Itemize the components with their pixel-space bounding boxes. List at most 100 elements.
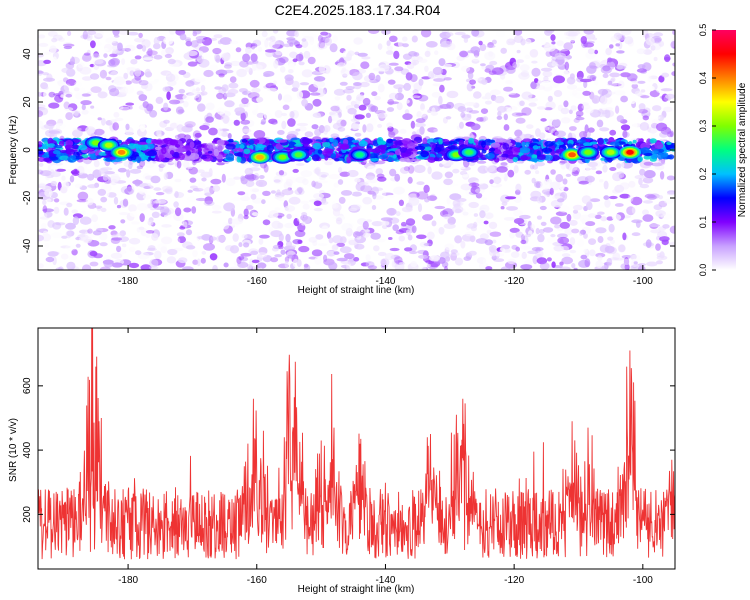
spectrogram-cell — [459, 121, 464, 129]
spectrogram-cell — [273, 60, 279, 69]
spectrogram-cell — [258, 247, 268, 255]
spectrogram-cell — [405, 218, 416, 226]
spectrogram-cell — [287, 254, 294, 259]
spectrogram-cell — [642, 209, 649, 216]
spectrogram-cell — [160, 161, 167, 168]
spectrogram-cell — [480, 63, 486, 67]
spectrogram-cell — [301, 38, 307, 42]
spectrogram-cell — [655, 85, 667, 94]
spectrogram-cell — [639, 122, 650, 131]
spectrogram-cell — [386, 122, 393, 128]
spectrogram-cell — [258, 181, 264, 186]
spectrogram-cell — [425, 172, 431, 177]
spectrogram-cell — [128, 262, 140, 269]
spectrogram-cell — [473, 91, 482, 99]
spectrogram-cell — [167, 58, 176, 65]
spectrogram-cell — [308, 236, 318, 243]
spectrogram-cell — [197, 182, 206, 191]
spectrogram-cell — [332, 244, 339, 250]
spectrogram-cell — [557, 236, 570, 245]
spectrogram-cell — [282, 94, 293, 103]
spectrogram-cell — [515, 117, 526, 124]
spectrogram-cell — [418, 78, 424, 86]
spectrogram-cell — [444, 243, 455, 251]
spectrogram-cell — [486, 229, 492, 235]
spectrogram-cell — [554, 224, 561, 229]
spectrogram-cell — [365, 254, 371, 262]
spectrogram-cell — [221, 52, 231, 62]
spectrogram-cell — [424, 99, 433, 105]
spectrogram-cell — [563, 100, 569, 108]
spectrogram-cell — [607, 236, 614, 241]
spectrogram-cell — [352, 123, 360, 130]
spectrogram-cell — [371, 187, 384, 192]
spectrogram-cell — [626, 73, 638, 82]
spectrogram-cell — [115, 232, 124, 236]
spectrogram-cell — [103, 53, 108, 58]
spectrogram-cell — [584, 258, 591, 268]
spectrogram-cell — [279, 66, 286, 73]
spectrogram-cell — [174, 207, 182, 217]
spectrogram-cell — [65, 245, 77, 251]
spectrogram-cell — [470, 186, 481, 195]
spectrogram-cell — [94, 59, 107, 67]
spectrogram-cell — [544, 107, 553, 111]
spectrogram-cell — [253, 130, 266, 139]
spectrogram-cell — [361, 56, 371, 60]
spectrogram-cell — [387, 101, 399, 105]
spectrogram-cell — [530, 81, 537, 90]
spectrogram-cell — [394, 173, 401, 182]
spectrogram-cell — [41, 223, 47, 229]
spectrogram-cell — [224, 62, 233, 67]
y-tick-label: 20 — [22, 96, 33, 108]
spectrogram-cell — [134, 68, 142, 77]
spectrogram-cell — [331, 125, 340, 131]
spectrogram-cell — [362, 124, 367, 133]
spectrogram-cell — [70, 56, 75, 66]
spectrogram-cell — [457, 106, 466, 113]
spectrogram-cell — [53, 206, 60, 214]
spectrogram-cell — [129, 246, 136, 253]
spectrogram-cell — [631, 232, 641, 237]
spectrogram-cell — [294, 230, 306, 238]
spectrogram-cell — [82, 30, 88, 40]
spectrogram-cell — [204, 192, 212, 196]
spectrogram-hotspot — [278, 154, 287, 160]
spectrogram-cell — [263, 70, 275, 77]
spectrogram-cell — [125, 80, 132, 85]
spectrogram-cell — [491, 39, 497, 45]
spectrogram-hotspot — [452, 152, 461, 158]
spectrogram-cell — [340, 69, 345, 73]
spectrogram-cell — [136, 156, 142, 164]
spectrogram-cell — [515, 189, 521, 196]
spectrogram-cell — [656, 260, 663, 265]
spectrogram-cell — [213, 148, 219, 157]
spectrogram-cell — [649, 138, 657, 144]
spectrogram-cell — [301, 69, 313, 78]
spectrogram-cell — [614, 203, 624, 207]
spectrogram-hotspot — [626, 149, 634, 155]
spectrogram-cell — [439, 104, 452, 109]
spectrogram-cell — [340, 190, 353, 196]
spectrogram-cell — [540, 118, 547, 122]
spectrogram-cell — [117, 236, 130, 243]
spectrogram-cell — [448, 140, 458, 145]
spectrogram-cell — [110, 252, 123, 259]
spectrogram-cell — [513, 165, 519, 174]
spectrogram-cell — [55, 267, 63, 270]
spectrogram-cell — [44, 211, 53, 218]
spectrogram-cell — [128, 204, 137, 213]
spectrogram-cell — [100, 207, 107, 213]
spectrogram-cell — [461, 113, 472, 121]
spectrogram-cell — [378, 64, 390, 72]
spectrogram-cell — [508, 232, 515, 239]
spectrogram-cell — [251, 87, 261, 93]
spectrogram-cell — [326, 231, 332, 239]
spectrogram-cell — [301, 40, 309, 48]
spectrogram-cell — [462, 211, 469, 216]
spectrogram-cell — [462, 173, 469, 178]
spectrogram-cell — [500, 206, 505, 210]
spectrogram-cell — [609, 141, 620, 146]
spectrogram-cell — [186, 92, 195, 96]
